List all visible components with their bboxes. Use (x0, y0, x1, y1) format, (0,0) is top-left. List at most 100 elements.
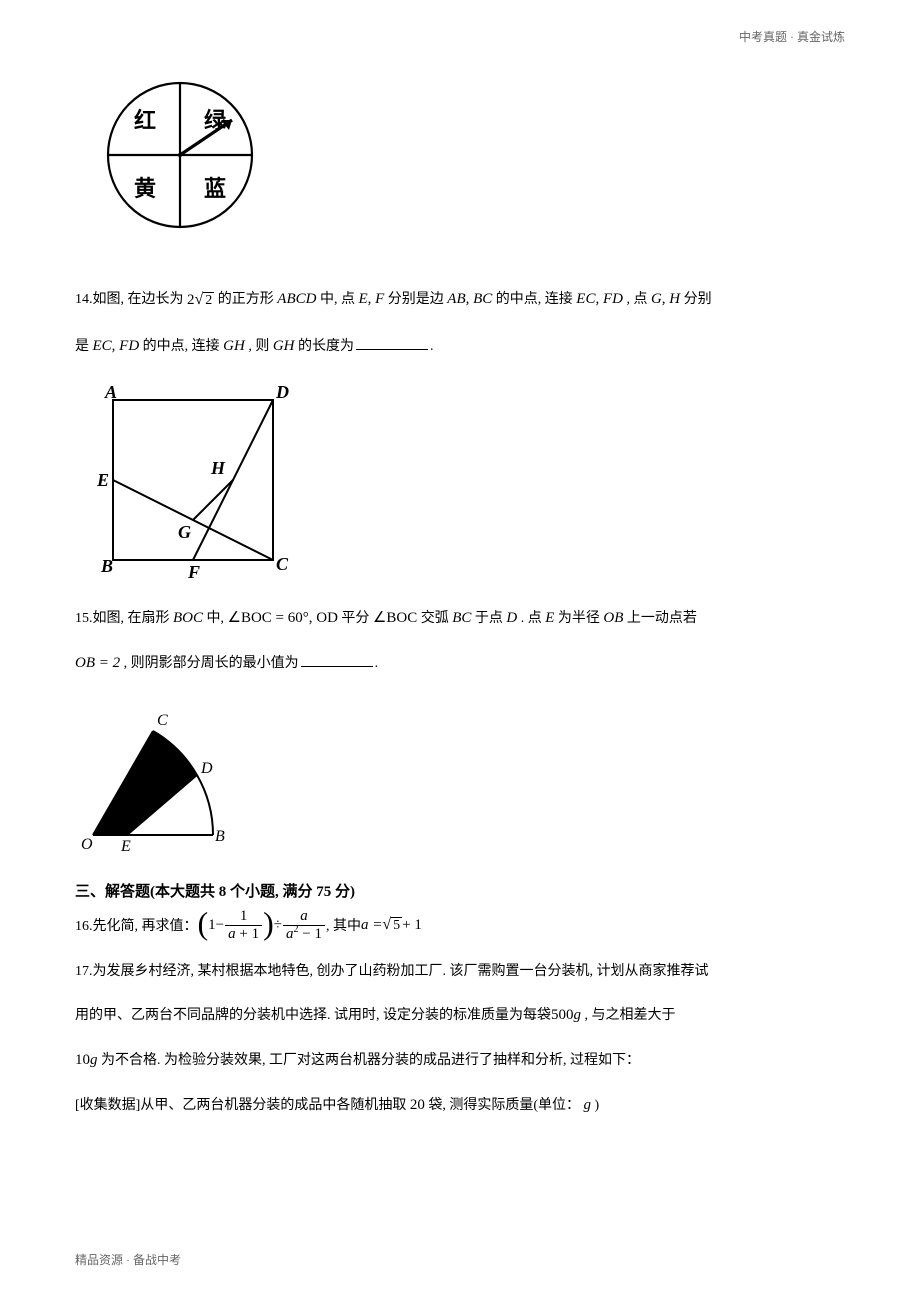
q14-period: . (430, 339, 434, 354)
q17-l2a: 用的甲、乙两台不同品牌的分装机中选择. 试用时, 设定分装的标准质量为每袋 (75, 1008, 551, 1023)
lbl-A: A (104, 382, 117, 402)
q14-l2a: 是 (75, 339, 93, 354)
q17-l2b: , 与之相差大于 (581, 1008, 676, 1023)
q16-f1da: a (228, 926, 236, 942)
q16-line: 16.先化简, 再求值： ( 1 − 1 a + 1 ) ÷ a a2 − 1 … (75, 909, 845, 942)
q17-g3: g (584, 1097, 592, 1113)
lbl-D: D (275, 382, 289, 402)
q15-e: E (545, 610, 554, 626)
q14-sqrt-coef: 2 (187, 292, 195, 308)
sec-B: B (215, 828, 225, 845)
q17-10: 10 (75, 1052, 90, 1068)
q14-gh1: GH (223, 338, 245, 354)
lp: ( (198, 909, 209, 938)
figure-sector: O B C D E (75, 697, 845, 862)
q14-line2: 是 EC, FD 的中点, 连接 GH , 则 GH 的长度为. (75, 327, 845, 366)
lbl-G: G (178, 522, 191, 542)
q15-t8: , 则阴影部分周长的最小值为 (124, 656, 299, 671)
rp: ) (263, 909, 274, 938)
q14-line1: 14.如图, 在边长为 2√2 的正方形 ABCD 中, 点 E, F 分别是边… (75, 279, 845, 321)
q16-rad: 5 (391, 917, 402, 933)
q15-prefix: 15.如图, 在扇形 (75, 611, 173, 626)
q14-gh: G, H (651, 291, 680, 307)
q15-blank (301, 653, 373, 667)
q16-f1n: 1 (225, 909, 262, 925)
q15-t2: 平分 (341, 611, 373, 626)
q14-ecfd: EC, FD (576, 291, 623, 307)
q15-t3: 交弧 (421, 611, 453, 626)
q17-l4c: ) (591, 1098, 599, 1113)
q15-bc: BC (452, 610, 471, 626)
q14-t3: 分别是边 (388, 292, 448, 307)
q15-ob2: OB = 2 (75, 655, 120, 671)
square-svg: A D C B E F G H (93, 380, 303, 580)
q14-t4: 的中点, 连接 (496, 292, 577, 307)
figure-spinner: 红 绿 黄 蓝 (95, 70, 845, 265)
q14-abbc: AB, BC (447, 291, 492, 307)
q15-d: D (506, 610, 517, 626)
q16-f1dp: + 1 (236, 926, 259, 942)
q16-div: ÷ (274, 917, 282, 934)
lbl-C: C (276, 554, 289, 574)
sec-C: C (157, 712, 168, 729)
q14-ecfd2: EC, FD (93, 338, 140, 354)
q14-t6: 分别 (684, 292, 712, 307)
spinner-label-tl: 红 (134, 108, 156, 133)
q15-aboc: ∠BOC (373, 610, 417, 626)
q14-prefix: 14.如图, 在边长为 (75, 292, 184, 307)
spinner-label-tr: 绿 (204, 108, 227, 133)
spinner-label-br: 蓝 (204, 176, 226, 201)
sec-O: O (81, 836, 93, 853)
q15-t5: . 点 (521, 611, 546, 626)
spinner-svg: 红 绿 黄 蓝 (95, 70, 275, 260)
lbl-H: H (210, 458, 226, 478)
q17-g1: g (574, 1007, 582, 1023)
q17-l3: 10g 为不合格. 为检验分装效果, 工厂对这两台机器分装的成品进行了抽样和分析… (75, 1041, 845, 1080)
q14-t1: 的正方形 (218, 292, 278, 307)
q15-t7: 上一动点若 (627, 611, 697, 626)
q14-gh2: GH (273, 338, 295, 354)
spinner-label-bl: 黄 (134, 176, 156, 201)
lbl-F: F (187, 562, 200, 580)
q16-frac2: a a2 − 1 (283, 909, 325, 942)
q16-aeq: a = (361, 917, 382, 934)
q14-t5: , 点 (626, 292, 651, 307)
q17-l3t: 为不合格. 为检验分装效果, 工厂对这两台机器分装的成品进行了抽样和分析, 过程… (98, 1053, 641, 1068)
q15-angle: ∠BOC = 60°, OD (228, 610, 338, 626)
q15-t1: 中, (207, 611, 228, 626)
q16-f2n: a (300, 908, 308, 924)
lbl-E: E (96, 470, 109, 490)
sector-svg: O B C D E (75, 697, 245, 857)
page-footer-left: 精品资源 · 备战中考 (75, 1251, 181, 1268)
q17-500: 500 (551, 1007, 574, 1023)
q16-one: 1 (208, 917, 216, 934)
q16-f2sup: 2 (293, 924, 298, 935)
q15-t6: 为半径 (558, 611, 604, 626)
q15-line2: OB = 2 , 则阴影部分周长的最小值为. (75, 644, 845, 683)
lbl-B: B (100, 556, 113, 576)
q16-plus1: + 1 (402, 917, 422, 934)
q14-t2: 中, 点 (320, 292, 359, 307)
q17-20: 20 (410, 1097, 425, 1113)
q16-prefix: 16.先化简, 再求值： (75, 915, 198, 935)
q15-ob: OB (603, 610, 623, 626)
q17-l4b: 袋, 测得实际质量(单位： (425, 1098, 584, 1113)
q14-abcd: ABCD (277, 291, 316, 307)
q16-f2dm: − 1 (298, 926, 321, 942)
q14-blank (356, 336, 428, 350)
section-3-title: 三、解答题(本大题共 8 个小题, 满分 75 分) (75, 880, 845, 901)
q17-l4a: [收集数据]从甲、乙两台机器分装的成品中各随机抽取 (75, 1098, 410, 1113)
sec-D: D (200, 760, 213, 777)
page-header-right: 中考真题 · 真金试炼 (739, 28, 845, 45)
q16-frac1: 1 a + 1 (225, 909, 262, 942)
q15-period: . (375, 656, 379, 671)
q16-minus: − (216, 917, 224, 934)
q14-t9: 的长度为 (298, 339, 354, 354)
q17-g2: g (90, 1052, 98, 1068)
q17-l2: 用的甲、乙两台不同品牌的分装机中选择. 试用时, 设定分装的标准质量为每袋500… (75, 996, 845, 1035)
figure-square: A D C B E F G H (93, 380, 845, 585)
q14-ef: E, F (358, 291, 384, 307)
q17-l4: [收集数据]从甲、乙两台机器分装的成品中各随机抽取 20 袋, 测得实际质量(单… (75, 1086, 845, 1125)
q14-t7: 的中点, 连接 (143, 339, 224, 354)
q15-line1: 15.如图, 在扇形 BOC 中, ∠BOC = 60°, OD 平分 ∠BOC… (75, 599, 845, 638)
